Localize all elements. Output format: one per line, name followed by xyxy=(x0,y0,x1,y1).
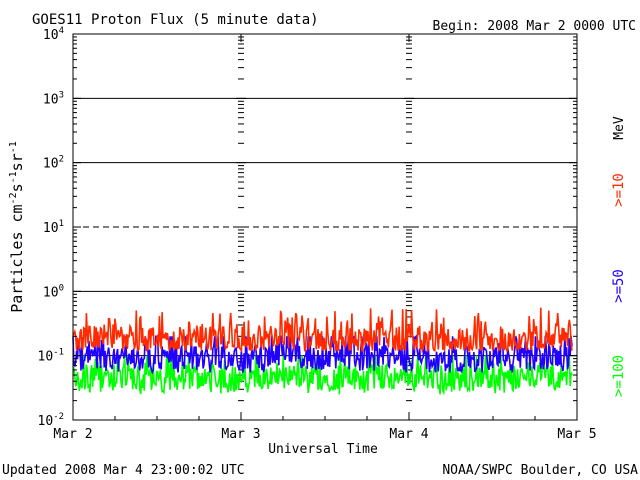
legend-series-10: >=10 xyxy=(611,173,627,207)
chart-title: GOES11 Proton Flux (5 minute data) xyxy=(32,12,319,28)
x-tick-label: Mar 5 xyxy=(557,427,596,442)
source-credit: NOAA/SWPC Boulder, CO USA xyxy=(442,463,638,478)
legend-series-50: >=50 xyxy=(611,269,627,303)
x-tick-label: Mar 3 xyxy=(221,427,260,442)
legend-series-100: >=100 xyxy=(611,355,627,397)
begin-label: Begin: 2008 Mar 2 0000 UTC xyxy=(433,19,637,34)
y-axis-label: Particles cm-2s-1sr-1 xyxy=(8,141,26,313)
y-tick-label: 102 xyxy=(43,155,64,172)
updated-timestamp: Updated 2008 Mar 4 23:00:02 UTC xyxy=(2,463,245,478)
y-tick-label: 10-1 xyxy=(38,348,65,365)
y-tick-label: 104 xyxy=(43,26,64,43)
legend-unit: MeV xyxy=(612,116,627,140)
plot-frame xyxy=(72,33,578,421)
x-axis-ticks: Mar 2 Mar 3 Mar 4 Mar 5 xyxy=(53,34,597,442)
y-axis-ticks: 104 103 102 101 100 10-1 10-2 xyxy=(38,26,577,429)
x-tick-label: Mar 4 xyxy=(389,427,428,442)
series-line xyxy=(72,307,573,354)
y-minor-ticks xyxy=(73,36,577,402)
y-tick-label: 101 xyxy=(43,219,64,236)
y-axis-label-mid1: s xyxy=(8,183,26,192)
x-tick-label: Mar 2 xyxy=(53,427,92,442)
y-axis-label-main: Particles cm xyxy=(8,204,26,312)
y-tick-label: 10-2 xyxy=(38,412,65,429)
y-axis-label-sup2: -1 xyxy=(8,171,19,183)
y-tick-label: 100 xyxy=(43,283,64,300)
y-tick-label: 103 xyxy=(43,90,64,107)
legend: MeV >=10 >=50 >=100 xyxy=(611,116,627,397)
x-axis-label: Universal Time xyxy=(268,442,378,457)
y-axis-label-mid2: sr xyxy=(8,153,26,171)
y-axis-label-sup1: -2 xyxy=(8,192,19,204)
series-line xyxy=(72,354,573,396)
series-layer xyxy=(72,307,573,396)
y-axis-label-sup3: -1 xyxy=(8,141,19,153)
